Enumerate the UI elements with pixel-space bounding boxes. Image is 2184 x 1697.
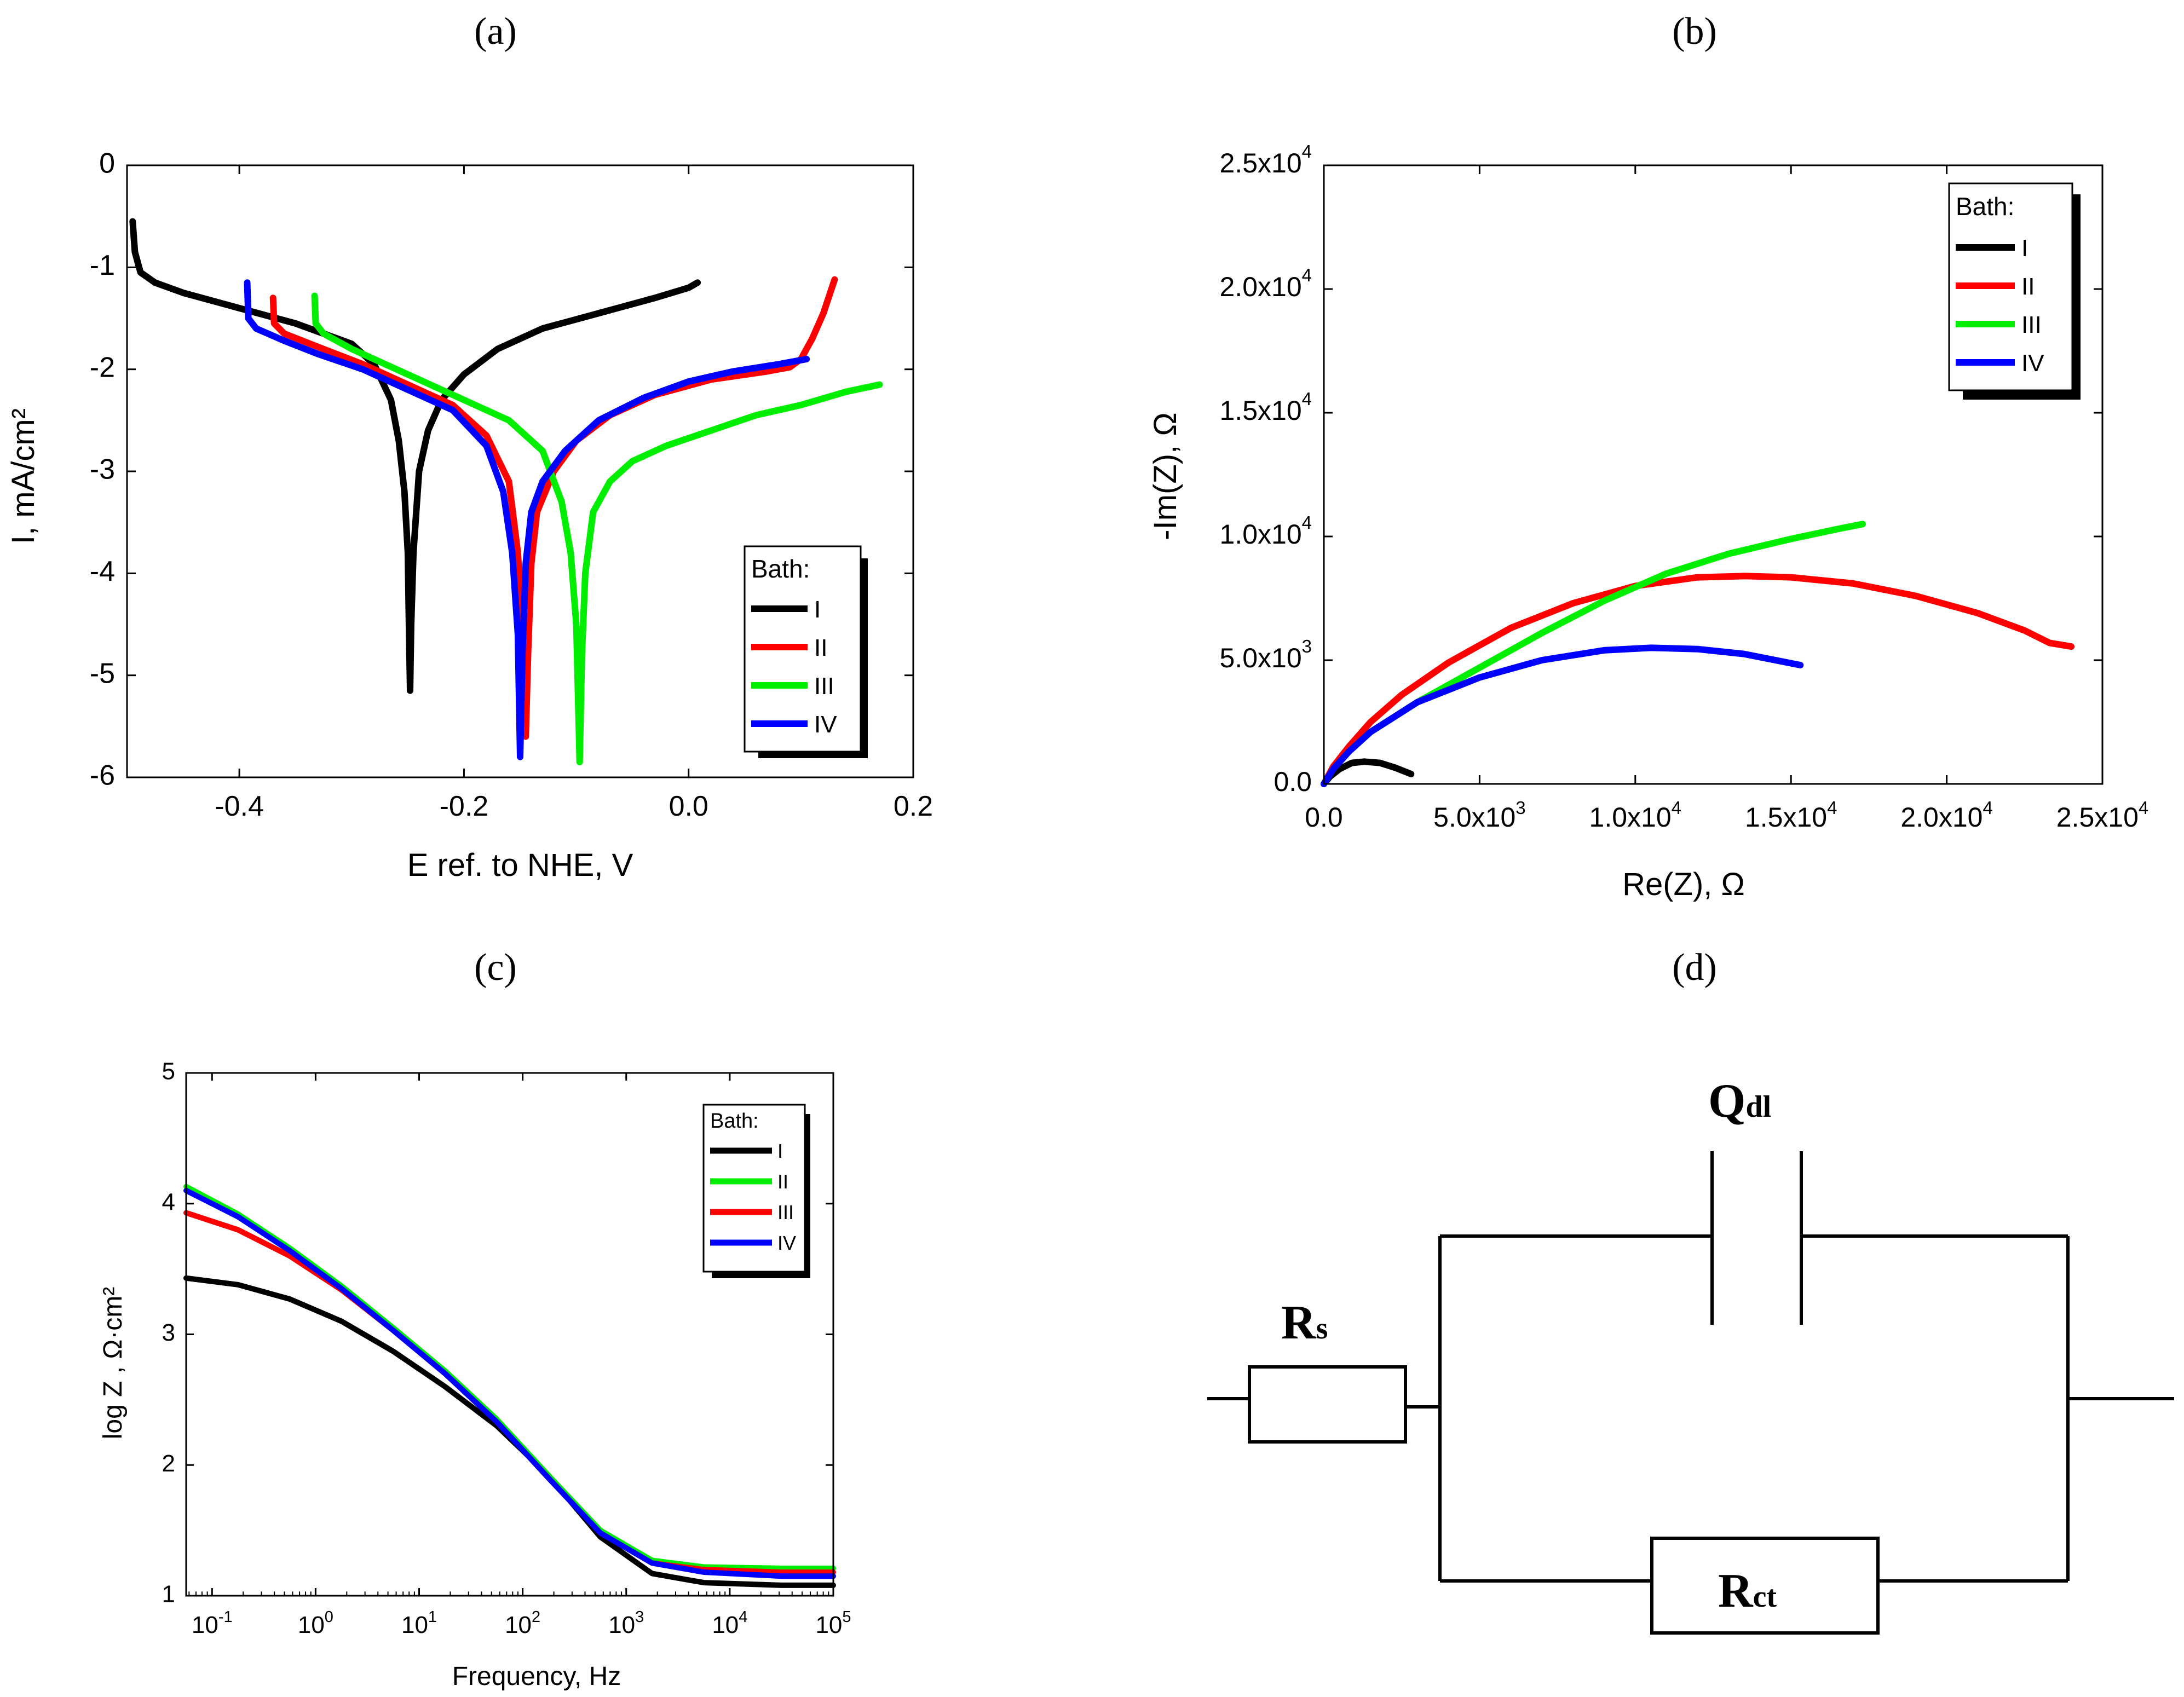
legend-label-III: III bbox=[814, 673, 834, 700]
legend-label-I: I bbox=[2021, 235, 2028, 262]
y-tick-label: 1.5x104 bbox=[1220, 389, 1312, 426]
series-line-IV bbox=[1324, 648, 1800, 784]
y-tick-label: 2 bbox=[162, 1450, 175, 1477]
x-tick-label: 101 bbox=[401, 1608, 437, 1638]
legend-title: Bath: bbox=[710, 1110, 759, 1133]
legend-label-IV: IV bbox=[814, 711, 837, 738]
panel-label-a: (a) bbox=[474, 10, 517, 53]
x-tick-label: 10-1 bbox=[192, 1608, 233, 1638]
legend-label-IV: IV bbox=[777, 1232, 796, 1254]
chart-a-ylabel: I, mA/cm² bbox=[5, 408, 41, 544]
panel-label-b: (b) bbox=[1672, 10, 1717, 53]
panel-label-c: (c) bbox=[474, 946, 517, 989]
y-tick-label: -6 bbox=[90, 760, 115, 792]
series-line-II bbox=[1324, 576, 2071, 784]
chart-a-legend: Bath: I II III IV bbox=[745, 546, 868, 758]
x-tick-label: 0.2 bbox=[894, 790, 933, 822]
y-tick-label: 4 bbox=[162, 1188, 175, 1215]
y-tick-label: 2.0x104 bbox=[1220, 265, 1312, 302]
chart-b-plot-area bbox=[1324, 524, 2071, 784]
y-tick-label: 0.0 bbox=[1273, 766, 1312, 797]
x-tick-label: 0.0 bbox=[1305, 802, 1343, 833]
figure: (a) (b) (c) (d) -0.4 -0.2 0.0 0.20-1-2-3-4-… bbox=[0, 0, 2184, 1697]
equivalent-circuit bbox=[1207, 1151, 2174, 1633]
label-rct: Rct bbox=[1718, 1565, 1777, 1618]
chart-b-xlabel: Re(Z), Ω bbox=[1622, 867, 1745, 902]
chart-b-nyquist: 0.0 5.0x103 1.0x104 1.5x104 2.0x104 2.5x104 0.… bbox=[1148, 141, 2148, 902]
label-qdl: Qdl bbox=[1708, 1075, 1771, 1128]
y-tick-label: -5 bbox=[90, 657, 115, 689]
legend-title: Bath: bbox=[1956, 192, 2014, 221]
y-tick-label: -2 bbox=[90, 351, 115, 383]
x-tick-label: 2.0x104 bbox=[1900, 798, 1992, 833]
y-tick-label: 2.5x104 bbox=[1220, 141, 1312, 178]
label-rs: Rs bbox=[1281, 1296, 1328, 1349]
legend-label-I: I bbox=[814, 596, 821, 623]
y-tick-label: -1 bbox=[90, 250, 115, 281]
x-tick-label: 5.0x103 bbox=[1433, 798, 1525, 833]
chart-b-ylabel: -Im(Z), Ω bbox=[1148, 412, 1183, 540]
x-tick-label: 0.0 bbox=[669, 790, 708, 822]
chart-a-polarization: -0.4 -0.2 0.0 0.2 0 -1 -2 -3 -4 -5 -6 E ref. to NH… bbox=[5, 148, 933, 883]
chart-c-xlabel: Frequency, Hz bbox=[452, 1662, 621, 1691]
y-tick-label: 0 bbox=[99, 148, 115, 180]
y-tick-label: -3 bbox=[90, 454, 115, 486]
legend-title: Bath: bbox=[751, 555, 810, 583]
legend-label-II: II bbox=[814, 634, 827, 661]
y-tick-label: 3 bbox=[162, 1319, 175, 1346]
panel-label-d: (d) bbox=[1672, 946, 1717, 989]
chart-c-bode: 10-1 100 101 102 103 104 105 1 2 3 4 5 Frequency, H… bbox=[99, 1058, 851, 1691]
legend-label-I: I bbox=[777, 1140, 783, 1162]
x-tick-label: -0.4 bbox=[215, 790, 264, 822]
x-tick-label: 105 bbox=[815, 1608, 851, 1638]
x-tick-label: 103 bbox=[608, 1608, 644, 1638]
legend-label-II: II bbox=[2021, 273, 2035, 300]
legend-label-III: III bbox=[777, 1201, 794, 1223]
x-tick-label: 1.0x104 bbox=[1589, 798, 1681, 833]
legend-label-II: II bbox=[777, 1170, 788, 1193]
y-tick-label: -4 bbox=[90, 556, 115, 587]
chart-c-legend: Bath: I II III IV bbox=[704, 1105, 810, 1278]
x-tick-label: 2.5x104 bbox=[2056, 798, 2148, 833]
series-line-I bbox=[132, 222, 698, 691]
resistor-rs bbox=[1249, 1367, 1405, 1442]
x-tick-label: -0.2 bbox=[440, 790, 489, 822]
legend-label-IV: IV bbox=[2021, 350, 2044, 377]
y-tick-label: 1.0x104 bbox=[1220, 512, 1312, 550]
y-tick-label: 5 bbox=[162, 1058, 175, 1085]
x-tick-label: 100 bbox=[298, 1608, 333, 1638]
chart-b-legend: Bath: I II III IV bbox=[1949, 183, 2081, 400]
chart-c-ylabel: log Z , Ω·cm² bbox=[99, 1287, 128, 1440]
x-tick-label: 104 bbox=[712, 1608, 747, 1638]
x-tick-label: 102 bbox=[505, 1608, 540, 1638]
chart-a-xlabel: E ref. to NHE, V bbox=[407, 847, 633, 883]
y-tick-label: 5.0x103 bbox=[1220, 636, 1312, 673]
y-tick-label: 1 bbox=[162, 1581, 175, 1608]
legend-label-III: III bbox=[2021, 311, 2042, 338]
x-tick-label: 1.5x104 bbox=[1745, 798, 1837, 833]
